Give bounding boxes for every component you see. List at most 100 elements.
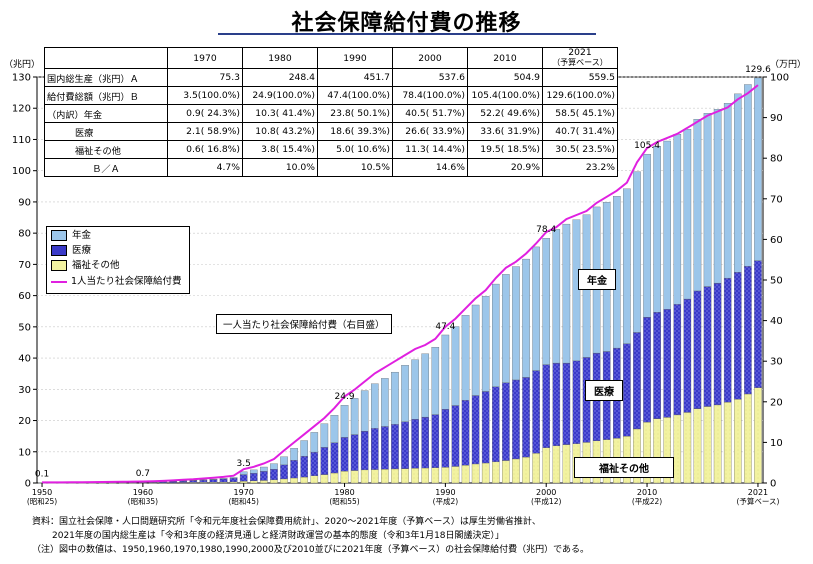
table-header-cell: 2010 [467,47,543,69]
bar-welfare [239,480,248,484]
bar-pension [461,315,470,401]
bar-pension [693,119,702,292]
x-tick-label: 2010 [637,488,657,497]
bar-pension [552,229,561,364]
bar-medical [492,386,500,462]
bar-pension [229,477,238,479]
bar-welfare [340,470,349,484]
bar-pension [360,390,369,432]
bar-pension [451,326,460,406]
bar-medical [643,317,651,423]
x-tick-sublabel: (予算ベース) [736,496,779,506]
x-tick-label: 1960 [133,488,153,497]
table-cell: 5.0( 10.6%) [317,140,393,159]
table-cell: 537.6 [392,68,468,87]
bar-welfare [542,447,550,484]
x-tick-sublabel: (平成22) [632,496,662,506]
table-cell: 33.6( 31.9%) [467,122,543,141]
left-tick-label: 90 [18,197,31,208]
bar-medical [199,479,208,483]
bar-medical [340,437,349,472]
bar-pension [270,463,278,470]
bar-pension [401,365,409,422]
bar-welfare [350,470,359,484]
bar-medical [260,471,268,481]
left-tick-label: 110 [12,135,31,146]
bar-medical [653,312,661,419]
bar-pension [371,383,379,429]
per-capita-line [42,84,759,484]
table-cell: 18.6( 39.3%) [317,122,393,141]
x-tick-sublabel: (昭和35) [128,497,158,506]
bar-pension [744,84,752,267]
table-row-label: 医療 [44,122,168,141]
table-header-cell: 2000 [392,47,468,69]
bar-pension [492,283,500,387]
right-tick-label: 60 [770,235,783,246]
bar-welfare [290,477,298,484]
legend-label: 年金 [72,230,92,241]
bar-pension [441,334,450,410]
legend-item-pension: 年金 [51,229,91,243]
bar-welfare [371,469,379,484]
table-cell: 23.8( 50.1%) [317,104,393,123]
legend-item-welfare: 福祉その他 [51,259,120,273]
bar-welfare [693,408,702,484]
table-cell: 4.7% [167,158,243,177]
table-cell: 19.5( 18.5%) [467,140,543,159]
x-tick-sublabel: (昭和25) [27,497,57,506]
table-row: 福祉その他 0.6( 16.8%) 3.8( 15.4%) 5.0( 10.6%… [44,140,618,159]
table-cell: 10.8( 43.2%) [242,122,318,141]
legend-item-per-capita: 1人当たり社会保障給付費 [51,275,182,289]
table-cell: 105.4(100.0%) [467,86,543,105]
data-label: 129.6 [745,65,771,75]
bar-medical [633,332,641,430]
bar-medical [623,343,631,437]
bar-pension [734,93,742,273]
bar-medical [401,421,409,469]
bar-welfare [451,466,460,484]
source-note: 資料：国立社会保障・人口問題研究所「令和元年度社会保障費用統計」、2020～20… [32,517,541,527]
table-cell: 3.8( 15.4%) [242,140,318,159]
bar-welfare [320,474,329,484]
bar-welfare [300,476,308,484]
bar-medical [310,451,319,476]
table-cell: 24.9(100.0%) [242,86,318,105]
bar-pension [300,440,308,457]
bar-welfare [754,387,762,484]
table-cell: 10.0% [242,158,318,177]
bar-medical [431,414,440,468]
legend-item-medical: 医療 [51,244,91,258]
table-header-cell-2021: 2021 （予算ベース） [542,47,618,69]
table-header-cell [44,47,168,69]
legend-label: 医療 [72,245,92,256]
bar-pension [643,153,651,318]
bar-medical [451,405,460,467]
data-label: 105.4 [634,141,660,151]
table-header-subtitle: （予算ベース） [552,58,608,67]
table-header-year: 2021 [568,47,592,58]
bar-medical [572,360,581,444]
bar-medical [421,416,429,469]
table-cell: 451.7 [317,68,393,87]
right-tick-label: 40 [770,316,783,327]
table-row: 医療 2.1( 58.9%) 10.8( 43.2%) 18.6( 39.3%)… [44,122,618,141]
bar-pension [532,246,540,371]
right-tick-label: 70 [770,194,783,205]
table-row-label: 福祉その他 [44,140,168,159]
bar-pension [502,274,510,383]
table-cell: 47.4(100.0%) [317,86,393,105]
bar-medical [441,409,450,468]
legend-swatch-welfare [51,260,67,271]
bar-pension [290,448,298,461]
bar-pension [703,113,712,287]
bar-medical [250,473,258,481]
bar-medical [542,364,550,448]
right-axis-unit: （万円） [770,60,807,70]
bar-medical [502,382,510,461]
page-title: 社会保障給付費の推移 [291,11,522,36]
bar-pension [683,129,692,300]
bar-medical [330,442,339,474]
table-cell: 504.9 [467,68,543,87]
